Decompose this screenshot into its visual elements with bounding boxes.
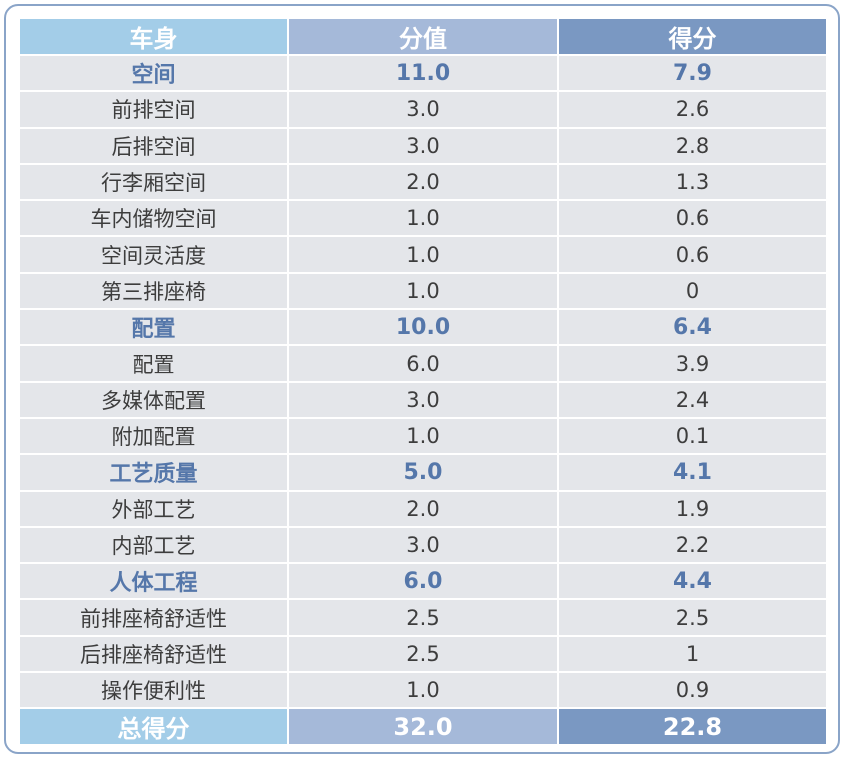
row-score-cell: 0.1	[559, 418, 826, 454]
total-label-cell: 总得分	[20, 709, 287, 745]
row-score-cell: 1	[559, 636, 826, 672]
row-name-cell: 行李厢空间	[20, 164, 287, 200]
row-name-cell: 空间灵活度	[20, 237, 287, 272]
row-name-cell: 附加配置	[20, 418, 287, 454]
row-value-cell: 6.0	[289, 346, 557, 381]
row-name-cell: 前排空间	[20, 92, 287, 127]
row-score-cell: 2.6	[559, 92, 826, 127]
table-row: 外部工艺 2.0 1.9	[20, 491, 826, 526]
table-header-row: 车身 分值 得分	[20, 19, 826, 54]
row-value-cell: 5.0	[289, 455, 557, 490]
row-value-cell: 2.0	[289, 164, 557, 200]
table-row: 空间灵活度 1.0 0.6	[20, 237, 826, 272]
header-score-cell: 得分	[559, 19, 826, 54]
category-row: 人体工程 6.0 4.4	[20, 564, 826, 599]
table-row: 多媒体配置 3.0 2.4	[20, 382, 826, 417]
total-row: 总得分 32.0 22.8	[20, 709, 826, 745]
row-value-cell: 3.0	[289, 92, 557, 127]
score-table: 车身 分值 得分 空间 11.0 7.9 前排空间 3.0 2.6 后排空间 3.0 2.8 行李…	[18, 17, 828, 746]
row-name-cell: 人体工程	[20, 564, 287, 599]
row-value-cell: 10.0	[289, 310, 557, 345]
row-name-cell: 后排座椅舒适性	[20, 636, 287, 672]
row-name-cell: 空间	[20, 56, 287, 91]
category-row: 空间 11.0 7.9	[20, 56, 826, 91]
row-score-cell: 2.8	[559, 128, 826, 163]
row-value-cell: 11.0	[289, 56, 557, 91]
row-score-cell: 7.9	[559, 56, 826, 91]
table-row: 附加配置 1.0 0.1	[20, 418, 826, 454]
row-score-cell: 0.6	[559, 201, 826, 236]
row-value-cell: 1.0	[289, 673, 557, 708]
table-row: 前排座椅舒适性 2.5 2.5	[20, 600, 826, 635]
row-score-cell: 2.4	[559, 382, 826, 417]
row-value-cell: 1.0	[289, 273, 557, 309]
row-score-cell: 1.9	[559, 491, 826, 526]
row-value-cell: 3.0	[289, 128, 557, 163]
table-row: 后排座椅舒适性 2.5 1	[20, 636, 826, 672]
row-score-cell: 0.9	[559, 673, 826, 708]
table-row: 行李厢空间 2.0 1.3	[20, 164, 826, 200]
total-score-cell: 22.8	[559, 709, 826, 745]
row-value-cell: 1.0	[289, 237, 557, 272]
table-row: 后排空间 3.0 2.8	[20, 128, 826, 163]
category-row: 工艺质量 5.0 4.1	[20, 455, 826, 490]
table-row: 操作便利性 1.0 0.9	[20, 673, 826, 708]
header-body-cell: 车身	[20, 19, 287, 54]
row-name-cell: 内部工艺	[20, 527, 287, 563]
row-value-cell: 1.0	[289, 201, 557, 236]
row-score-cell: 0.6	[559, 237, 826, 272]
row-name-cell: 工艺质量	[20, 455, 287, 490]
row-name-cell: 操作便利性	[20, 673, 287, 708]
row-value-cell: 2.5	[289, 600, 557, 635]
row-score-cell: 2.5	[559, 600, 826, 635]
table-row: 内部工艺 3.0 2.2	[20, 527, 826, 563]
row-score-cell: 6.4	[559, 310, 826, 345]
row-score-cell: 4.4	[559, 564, 826, 599]
row-value-cell: 3.0	[289, 382, 557, 417]
category-row: 配置 10.0 6.4	[20, 310, 826, 345]
row-value-cell: 6.0	[289, 564, 557, 599]
table-row: 车内储物空间 1.0 0.6	[20, 201, 826, 236]
table-row: 前排空间 3.0 2.6	[20, 92, 826, 127]
row-name-cell: 配置	[20, 346, 287, 381]
row-value-cell: 3.0	[289, 527, 557, 563]
row-score-cell: 3.9	[559, 346, 826, 381]
row-name-cell: 配置	[20, 310, 287, 345]
row-name-cell: 前排座椅舒适性	[20, 600, 287, 635]
row-score-cell: 1.3	[559, 164, 826, 200]
row-name-cell: 多媒体配置	[20, 382, 287, 417]
table-row: 第三排座椅 1.0 0	[20, 273, 826, 309]
header-value-cell: 分值	[289, 19, 557, 54]
row-value-cell: 2.5	[289, 636, 557, 672]
row-score-cell: 0	[559, 273, 826, 309]
row-name-cell: 第三排座椅	[20, 273, 287, 309]
row-score-cell: 2.2	[559, 527, 826, 563]
total-value-cell: 32.0	[289, 709, 557, 745]
table-row: 配置 6.0 3.9	[20, 346, 826, 381]
row-value-cell: 2.0	[289, 491, 557, 526]
row-score-cell: 4.1	[559, 455, 826, 490]
row-value-cell: 1.0	[289, 418, 557, 454]
row-name-cell: 车内储物空间	[20, 201, 287, 236]
row-name-cell: 后排空间	[20, 128, 287, 163]
row-name-cell: 外部工艺	[20, 491, 287, 526]
